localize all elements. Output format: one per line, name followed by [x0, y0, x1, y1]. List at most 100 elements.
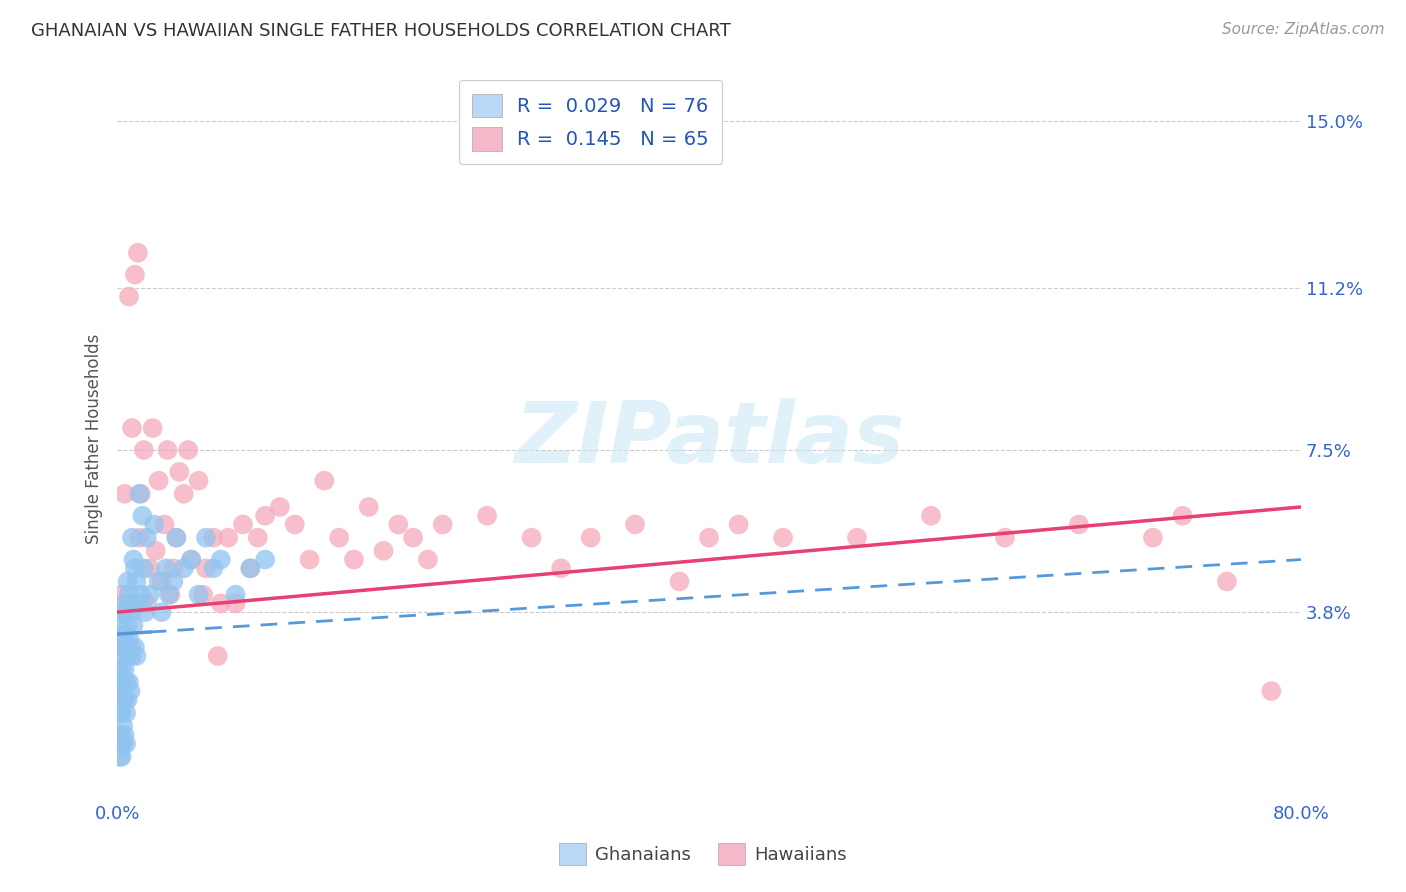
Point: [173, 561, 195, 575]
Point: [202, 531, 225, 545]
Point: [180, 552, 202, 566]
Point: [246, 531, 269, 545]
Point: [111, 632, 134, 646]
Point: [520, 531, 543, 545]
Point: [177, 442, 200, 457]
Point: [111, 684, 134, 698]
Point: [550, 561, 572, 575]
Point: [143, 517, 166, 532]
Point: [124, 640, 146, 655]
Point: [128, 487, 150, 501]
Point: [187, 588, 209, 602]
Point: [239, 561, 262, 575]
Point: [232, 517, 254, 532]
Legend: R =  0.029   N = 76, R =  0.145   N = 65: R = 0.029 N = 76, R = 0.145 N = 65: [458, 80, 723, 164]
Point: [108, 728, 131, 742]
Point: [139, 588, 162, 602]
Point: [194, 531, 217, 545]
Point: [132, 442, 155, 457]
Point: [416, 552, 439, 566]
Point: [132, 561, 155, 575]
Point: [846, 531, 869, 545]
Point: [373, 543, 395, 558]
Point: [115, 675, 138, 690]
Point: [697, 531, 720, 545]
Point: [124, 561, 146, 575]
Point: [112, 675, 135, 690]
Point: [328, 531, 350, 545]
Point: [1216, 574, 1239, 589]
Point: [209, 552, 232, 566]
Point: [114, 693, 136, 707]
Legend: Ghanaians, Hawaiians: Ghanaians, Hawaiians: [553, 836, 853, 872]
Point: [117, 574, 139, 589]
Point: [112, 640, 135, 655]
Point: [127, 596, 149, 610]
Point: [108, 648, 131, 663]
Point: [187, 474, 209, 488]
Point: [117, 618, 139, 632]
Point: [118, 675, 141, 690]
Point: [148, 474, 170, 488]
Point: [107, 640, 129, 655]
Point: [111, 728, 134, 742]
Point: [1171, 508, 1194, 523]
Point: [180, 552, 202, 566]
Point: [157, 588, 180, 602]
Point: [191, 588, 214, 602]
Point: [112, 737, 135, 751]
Point: [153, 517, 176, 532]
Point: [127, 245, 149, 260]
Point: [207, 648, 229, 663]
Point: [129, 588, 152, 602]
Text: GHANAIAN VS HAWAIIAN SINGLE FATHER HOUSEHOLDS CORRELATION CHART: GHANAIAN VS HAWAIIAN SINGLE FATHER HOUSE…: [31, 22, 731, 40]
Point: [357, 500, 380, 514]
Point: [387, 517, 409, 532]
Point: [107, 684, 129, 698]
Point: [402, 531, 425, 545]
Point: [108, 693, 131, 707]
Point: [111, 706, 134, 720]
Text: Source: ZipAtlas.com: Source: ZipAtlas.com: [1222, 22, 1385, 37]
Point: [114, 627, 136, 641]
Point: [139, 561, 162, 575]
Point: [118, 588, 141, 602]
Point: [165, 531, 187, 545]
Point: [254, 508, 277, 523]
Point: [145, 543, 167, 558]
Point: [162, 561, 184, 575]
Point: [125, 574, 148, 589]
Point: [121, 648, 143, 663]
Point: [314, 474, 336, 488]
Point: [284, 517, 307, 532]
Point: [269, 500, 291, 514]
Point: [727, 517, 749, 532]
Point: [1142, 531, 1164, 545]
Point: [1260, 684, 1282, 698]
Point: [120, 596, 142, 610]
Point: [108, 749, 131, 764]
Point: [114, 728, 136, 742]
Point: [994, 531, 1017, 545]
Point: [202, 561, 225, 575]
Point: [148, 574, 170, 589]
Point: [118, 632, 141, 646]
Point: [772, 531, 794, 545]
Point: [112, 719, 135, 733]
Point: [111, 749, 134, 764]
Point: [122, 552, 145, 566]
Point: [156, 442, 179, 457]
Point: [129, 487, 152, 501]
Point: [162, 574, 184, 589]
Point: [115, 640, 138, 655]
Point: [475, 508, 498, 523]
Point: [112, 605, 135, 619]
Point: [194, 561, 217, 575]
Point: [120, 640, 142, 655]
Point: [115, 605, 138, 619]
Point: [111, 737, 134, 751]
Point: [108, 706, 131, 720]
Point: [165, 531, 187, 545]
Point: [108, 618, 131, 632]
Point: [155, 561, 177, 575]
